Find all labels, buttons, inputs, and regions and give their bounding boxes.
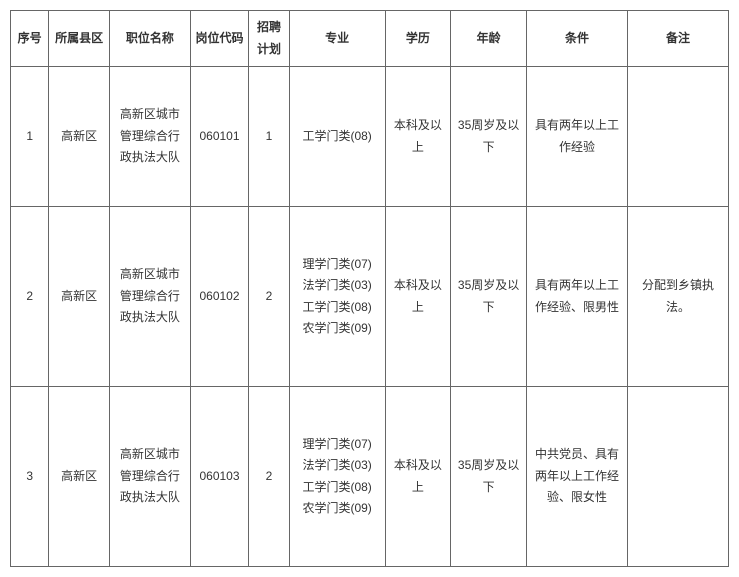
cell-major: 理学门类(07)法学门类(03)工学门类(08)农学门类(09)	[289, 207, 385, 387]
cell-education: 本科及以上	[385, 387, 451, 567]
cell-plan: 2	[249, 207, 289, 387]
cell-seq: 2	[11, 207, 49, 387]
cell-age: 35周岁及以下	[451, 387, 527, 567]
col-header-age: 年龄	[451, 11, 527, 67]
cell-plan: 1	[249, 67, 289, 207]
col-header-position: 职位名称	[109, 11, 190, 67]
cell-remark: 分配到乡镇执法。	[627, 207, 728, 387]
cell-condition: 具有两年以上工作经验	[526, 67, 627, 207]
cell-education: 本科及以上	[385, 67, 451, 207]
cell-plan: 2	[249, 387, 289, 567]
cell-remark	[627, 387, 728, 567]
cell-condition: 具有两年以上工作经验、限男性	[526, 207, 627, 387]
table-row: 2 高新区 高新区城市管理综合行政执法大队 060102 2 理学门类(07)法…	[11, 207, 729, 387]
cell-major: 理学门类(07)法学门类(03)工学门类(08)农学门类(09)	[289, 387, 385, 567]
cell-code: 060102	[190, 207, 249, 387]
cell-age: 35周岁及以下	[451, 207, 527, 387]
col-header-major: 专业	[289, 11, 385, 67]
table-row: 3 高新区 高新区城市管理综合行政执法大队 060103 2 理学门类(07)法…	[11, 387, 729, 567]
cell-age: 35周岁及以下	[451, 67, 527, 207]
col-header-education: 学历	[385, 11, 451, 67]
cell-major: 工学门类(08)	[289, 67, 385, 207]
recruitment-table: 序号 所属县区 职位名称 岗位代码 招聘计划 专业 学历 年龄 条件 备注 1 …	[10, 10, 729, 567]
col-header-seq: 序号	[11, 11, 49, 67]
col-header-district: 所属县区	[49, 11, 110, 67]
col-header-plan: 招聘计划	[249, 11, 289, 67]
cell-remark	[627, 67, 728, 207]
col-header-remark: 备注	[627, 11, 728, 67]
cell-position: 高新区城市管理综合行政执法大队	[109, 207, 190, 387]
cell-district: 高新区	[49, 67, 110, 207]
cell-condition: 中共党员、具有两年以上工作经验、限女性	[526, 387, 627, 567]
cell-seq: 3	[11, 387, 49, 567]
col-header-code: 岗位代码	[190, 11, 249, 67]
table-row: 1 高新区 高新区城市管理综合行政执法大队 060101 1 工学门类(08) …	[11, 67, 729, 207]
cell-education: 本科及以上	[385, 207, 451, 387]
cell-position: 高新区城市管理综合行政执法大队	[109, 387, 190, 567]
cell-code: 060101	[190, 67, 249, 207]
cell-position: 高新区城市管理综合行政执法大队	[109, 67, 190, 207]
cell-district: 高新区	[49, 207, 110, 387]
col-header-condition: 条件	[526, 11, 627, 67]
table-header-row: 序号 所属县区 职位名称 岗位代码 招聘计划 专业 学历 年龄 条件 备注	[11, 11, 729, 67]
cell-seq: 1	[11, 67, 49, 207]
cell-code: 060103	[190, 387, 249, 567]
cell-district: 高新区	[49, 387, 110, 567]
